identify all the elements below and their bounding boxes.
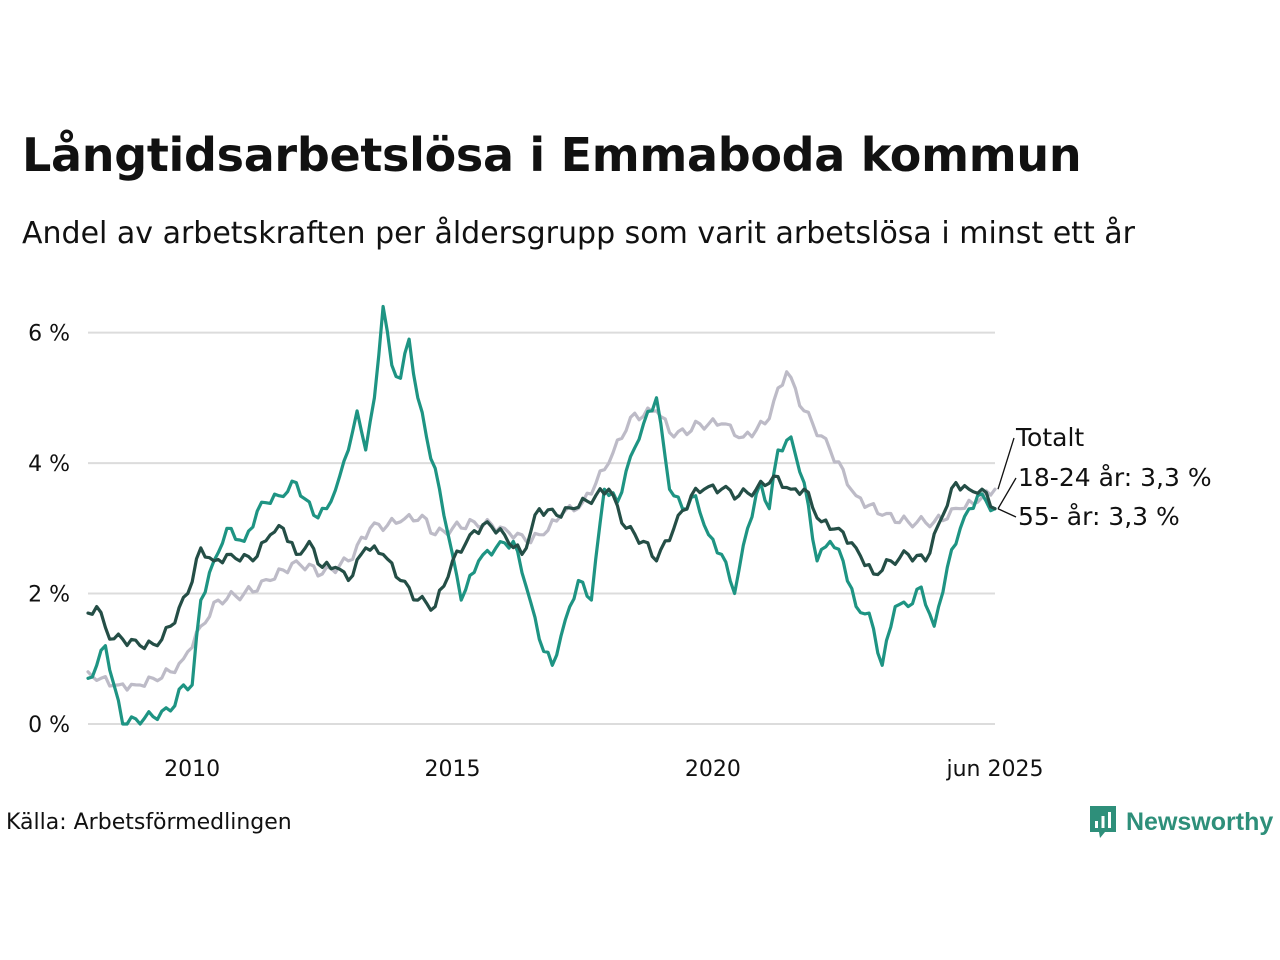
brand-name: Newsworthy — [1126, 807, 1274, 836]
series-line-1 — [86, 370, 997, 692]
gridlines — [88, 331, 995, 725]
label-leader-line — [997, 477, 1017, 510]
y-axis-ticks: 0 % 2 % 4 % 6 % — [28, 322, 70, 738]
x-tick-label: 2010 — [164, 757, 220, 782]
x-tick-label: 2015 — [425, 757, 481, 782]
y-tick-label: 6 % — [28, 322, 70, 347]
x-axis-ticks: 2010 2015 2020 jun 2025 — [164, 757, 1043, 782]
y-tick-label: 0 % — [28, 713, 70, 738]
series-label-1: Totalt — [1015, 423, 1084, 452]
chart-subtitle: Andel av arbetskraften per åldersgrupp s… — [22, 216, 1135, 251]
label-leader-line — [997, 437, 1015, 490]
x-tick-label: jun 2025 — [946, 757, 1044, 782]
x-tick-label: 2020 — [685, 757, 741, 782]
series-labels: Totalt 18-24 år: 3,3 % 55- år: 3,3 % — [997, 423, 1212, 531]
series-label-2: 18-24 år: 3,3 % — [1018, 463, 1212, 492]
bar-chart-speech-bubble-icon — [1090, 806, 1116, 838]
y-tick-label: 4 % — [28, 452, 70, 477]
y-tick-label: 2 % — [28, 583, 70, 608]
series-label-3: 55- år: 3,3 % — [1018, 502, 1180, 531]
series-line-3 — [86, 474, 997, 651]
chart-title: Långtidsarbetslösa i Emmaboda kommun — [22, 128, 1082, 182]
series-lines — [86, 304, 997, 726]
source-note: Källa: Arbetsförmedlingen — [6, 810, 292, 835]
label-leader-line — [997, 508, 1017, 518]
series-line-2 — [86, 304, 997, 726]
newsworthy-logo: Newsworthy — [1088, 804, 1273, 840]
